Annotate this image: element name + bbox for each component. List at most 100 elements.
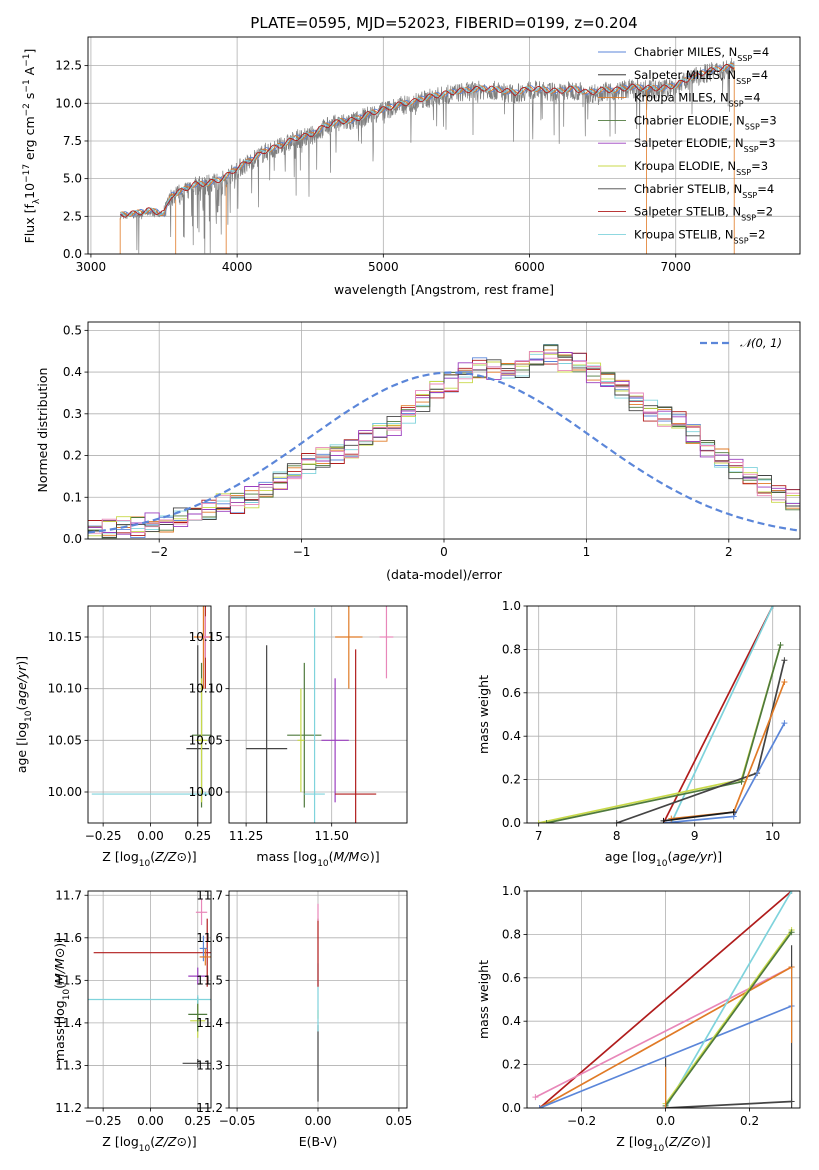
age_vs_Z-ytick-label: 10.10 [48, 682, 82, 696]
spectrum-ylabel-part: A [22, 66, 37, 79]
mass_vs_Z-xlabel-part: ( [150, 1134, 155, 1149]
legend-entry-eq: = [759, 136, 769, 150]
weight_vs_age-ytick-label: 0.4 [502, 729, 521, 743]
legend-entry-eq: = [757, 182, 767, 196]
spectrum-ylabel-part: ] [22, 49, 37, 54]
residuals-ytick-label: 0.4 [63, 365, 82, 379]
weight_vs_Z-xlabel-part: ( [664, 1134, 669, 1149]
weight_vs_Z-series-line [664, 891, 793, 1108]
legend-entry-nssp: 4 [761, 68, 768, 82]
residuals-xtick-label: −1 [293, 545, 311, 559]
weight_vs_Z-series-line [539, 1005, 792, 1108]
age_vs_Z-ylabel-part: )] [14, 656, 29, 666]
mass_vs_Z-ylabel: mass [log10(M/M⊙)] [52, 938, 72, 1061]
residuals-ytick-label: 0.5 [63, 323, 82, 337]
spectrum-ylabel-part: erg cm [22, 116, 37, 164]
weight_vs_age-xtick-label: 10 [765, 829, 780, 843]
legend-entry-ssp: SSP [729, 99, 744, 108]
weight_vs_Z-point-marker [788, 891, 795, 894]
age_vs_Z-ylabel-part: 10 [24, 710, 34, 722]
weight_vs_Z-ytick-label: 0.4 [502, 1014, 521, 1028]
mass_vs_Z-ytick-label: 11.4 [55, 1016, 82, 1030]
age_vs_Z-xtick-label: 0.25 [184, 829, 211, 843]
weight_vs_Z-ylabel: mass weight [476, 960, 491, 1039]
legend-entry-name: Chabrier ELODIE [634, 113, 729, 127]
mass_vs_Z-ylabel-part: )] [52, 938, 67, 948]
mass_vs_Z-xlabel-part: Z [log [102, 1134, 138, 1149]
weight_vs_age-series-line [662, 606, 774, 823]
legend-entry-name: Kroupa MILES [634, 91, 713, 105]
weight_vs_age-ytick-label: 0.8 [502, 642, 521, 656]
legend-entry-eq: = [752, 45, 762, 59]
weight_vs_Z-series-line [664, 931, 793, 1107]
legend-entry-name: Salpeter STELIB [634, 205, 725, 219]
weight_vs_Z-ytick-label: 0.8 [502, 927, 521, 941]
mass_vs_Z-ytick-label: 11.2 [55, 1101, 82, 1115]
mass_vs_ebv-ytick-label: 11.2 [196, 1101, 223, 1115]
age_vs_mass-plot-area [229, 606, 407, 823]
spectrum-frame [87, 36, 801, 255]
mass_vs_Z-ytick-label: 11.6 [55, 931, 82, 945]
weight_vs_age-point-marker [781, 678, 788, 685]
weight_vs_age-xlabel: age [log10(age/yr)] [605, 849, 722, 869]
weight_vs_Z-marks [532, 891, 795, 1108]
age_vs_mass-xlabel: mass [log10(M/M⊙)] [256, 849, 379, 869]
residuals-xtick-label: 1 [583, 545, 591, 559]
mass_vs_Z-xlabel-part: 10 [139, 1144, 151, 1154]
legend-entry-name: Salpeter ELODIE [634, 136, 728, 150]
weight_vs_Z-xlabel-part: )] [701, 1134, 711, 1149]
mass_vs_ebv-ytick-label: 11.7 [196, 888, 223, 902]
weight_vs_Z-ytick-label: 1.0 [502, 884, 521, 898]
weight_vs_age-xtick-label: 8 [613, 829, 621, 843]
legend-entry-eq: = [751, 68, 761, 82]
age_vs_Z-xlabel-part: Z/Z⊙ [154, 849, 187, 864]
weight_vs_Z-series-line [665, 1100, 792, 1108]
age_vs_Z-ylabel-part: age [log [14, 722, 29, 773]
weight_vs_age-point-marker [781, 720, 788, 727]
legend-entry-nssp: 2 [758, 227, 765, 241]
spectrum-ytick-label: 0.0 [63, 247, 82, 261]
mass_vs_Z-ylabel-part: ( [52, 984, 67, 989]
legend-entry: Chabrier MILES, NSSP=4 [634, 45, 769, 63]
residuals-frame [87, 321, 801, 540]
weight_vs_Z-xtick-label: −0.2 [567, 1114, 596, 1128]
spectrum-ytick-label: 5.0 [63, 172, 82, 186]
legend-entry-nssp: 4 [767, 182, 774, 196]
legend-entry-n: , N [720, 68, 736, 82]
mass_vs_Z-axes [84, 891, 211, 1112]
weight_vs_Z-xlabel: Z [log10(Z/Z⊙)] [616, 1134, 710, 1154]
age_vs_mass-xtick-label: 11.25 [229, 829, 263, 843]
weight_vs_age-point-marker [769, 606, 776, 609]
mass_vs_Z-xtick-label: −0.25 [85, 1114, 122, 1128]
age_vs_Z-xlabel-part: Z [log [102, 849, 138, 864]
mass_vs_Z-ytick-label: 11.3 [55, 1058, 82, 1072]
weight_vs_age-point-marker [730, 809, 737, 816]
spectrum-xtick-label: 6000 [514, 260, 545, 274]
age_vs_Z-ytick-label: 10.05 [48, 733, 82, 747]
residuals-ytick-label: 0.2 [63, 449, 82, 463]
legend-entry-eq: = [751, 159, 761, 173]
weight_vs_Z-point-marker [536, 1105, 543, 1108]
mass_vs_ebv-ytick-label: 11.3 [196, 1058, 223, 1072]
legend-entry-name: Kroupa ELODIE [634, 159, 720, 173]
mass_vs_ebv-xtick-label: −0.05 [219, 1114, 256, 1128]
mass_vs_ebv-xlabel: E(B-V) [299, 1134, 338, 1149]
legend-entry-n: , N [725, 205, 741, 219]
mass_vs_Z-marks [88, 899, 211, 1068]
weight_vs_Z-point-marker [788, 929, 795, 936]
weight_vs_age-ytick-label: 0.2 [502, 773, 521, 787]
age_vs_mass-axes [225, 606, 407, 827]
weight_vs_Z-frame [526, 890, 801, 1109]
age_vs_Z-ytick-label: 10.00 [48, 785, 82, 799]
legend-entry-eq: = [760, 113, 770, 127]
hist-step-line [88, 351, 800, 534]
weight_vs_Z-ytick-label: 0.0 [502, 1101, 521, 1115]
weight_vs_age-xlabel-part: 10 [656, 859, 668, 869]
age_vs_mass-xlabel-part: M/M⊙ [334, 849, 370, 864]
weight_vs_Z-axes [523, 890, 800, 1112]
legend-entry-nssp: 2 [766, 205, 773, 219]
spectrum-marks [119, 57, 735, 254]
weight_vs_age-point-marker [777, 642, 784, 649]
legend-entry-name: Chabrier STELIB [634, 182, 726, 196]
